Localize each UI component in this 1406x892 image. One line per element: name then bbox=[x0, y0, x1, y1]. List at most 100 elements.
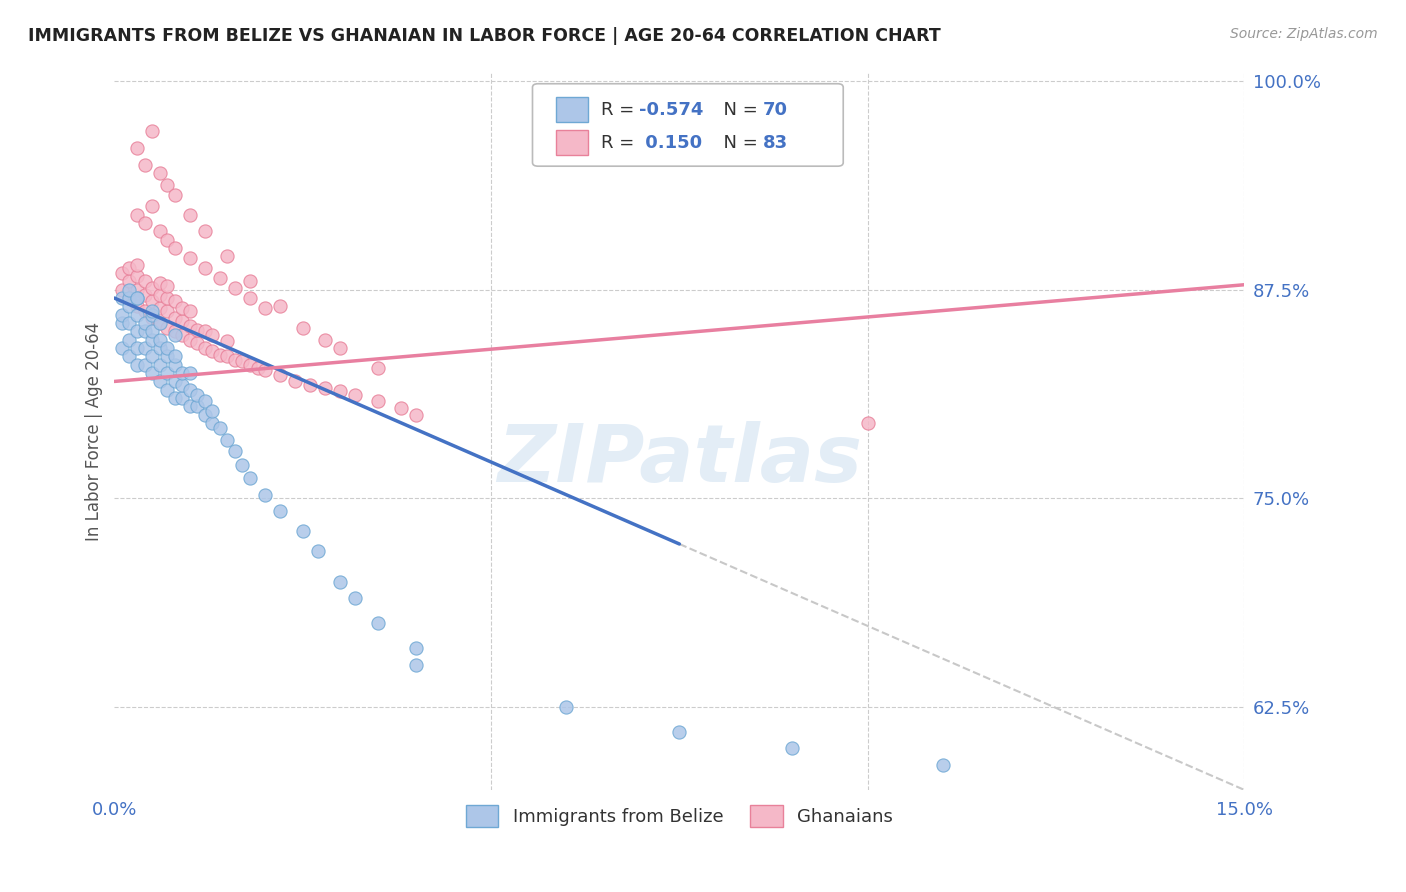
Point bbox=[141, 333, 163, 347]
Point bbox=[156, 321, 179, 335]
Point bbox=[141, 304, 163, 318]
Point bbox=[314, 333, 336, 347]
Point bbox=[172, 377, 194, 392]
Point bbox=[134, 158, 156, 172]
Point bbox=[179, 400, 201, 414]
Point bbox=[163, 391, 186, 405]
Point bbox=[291, 524, 314, 539]
Point bbox=[149, 375, 172, 389]
Point bbox=[149, 316, 172, 330]
Point bbox=[367, 394, 389, 409]
Point bbox=[111, 308, 134, 322]
Point bbox=[201, 344, 224, 359]
Point bbox=[254, 363, 277, 377]
Point bbox=[134, 316, 156, 330]
Point bbox=[405, 408, 427, 422]
Point bbox=[194, 261, 217, 276]
Text: Source: ZipAtlas.com: Source: ZipAtlas.com bbox=[1230, 27, 1378, 41]
Point bbox=[141, 281, 163, 295]
Point bbox=[163, 327, 186, 342]
Point bbox=[194, 224, 217, 238]
Point bbox=[163, 241, 186, 255]
Point bbox=[111, 316, 134, 330]
Point bbox=[125, 325, 148, 339]
Text: -0.574: -0.574 bbox=[638, 101, 703, 119]
Point bbox=[239, 471, 262, 485]
Text: 70: 70 bbox=[763, 101, 787, 119]
Legend: Immigrants from Belize, Ghanaians: Immigrants from Belize, Ghanaians bbox=[458, 798, 900, 835]
Point bbox=[149, 276, 172, 290]
Point bbox=[118, 291, 141, 305]
Text: N =: N = bbox=[713, 101, 763, 119]
Y-axis label: In Labor Force | Age 20-64: In Labor Force | Age 20-64 bbox=[86, 322, 103, 541]
Point bbox=[163, 294, 186, 309]
Point bbox=[118, 333, 141, 347]
Point bbox=[141, 325, 163, 339]
Point bbox=[194, 341, 217, 355]
Point bbox=[367, 616, 389, 631]
Point bbox=[149, 316, 172, 330]
Point bbox=[179, 366, 201, 380]
Point bbox=[125, 269, 148, 284]
Point bbox=[125, 358, 148, 372]
Point bbox=[307, 544, 329, 558]
Point bbox=[208, 271, 231, 285]
Point bbox=[405, 641, 427, 656]
Point bbox=[125, 208, 148, 222]
Point bbox=[156, 233, 179, 247]
Point bbox=[179, 333, 201, 347]
Point bbox=[149, 358, 172, 372]
Point bbox=[172, 366, 194, 380]
Point bbox=[172, 314, 194, 328]
Point bbox=[246, 361, 269, 376]
Point bbox=[208, 421, 231, 435]
Point bbox=[179, 208, 201, 222]
Point bbox=[231, 458, 253, 472]
Point bbox=[179, 383, 201, 397]
Point bbox=[172, 301, 194, 315]
Point bbox=[217, 249, 239, 263]
Point bbox=[172, 327, 194, 342]
Point bbox=[314, 381, 336, 395]
Text: 0.150: 0.150 bbox=[638, 134, 702, 152]
Point bbox=[141, 308, 163, 322]
Point bbox=[125, 291, 148, 305]
Point bbox=[118, 291, 141, 305]
Point bbox=[269, 368, 291, 382]
Point bbox=[163, 358, 186, 372]
Point bbox=[118, 283, 141, 297]
Point bbox=[163, 187, 186, 202]
Point bbox=[141, 311, 163, 326]
Bar bbox=[557, 96, 588, 122]
Point bbox=[186, 400, 208, 414]
Point bbox=[111, 266, 134, 280]
Point bbox=[179, 251, 201, 265]
Point bbox=[125, 258, 148, 272]
Point bbox=[217, 334, 239, 349]
Point bbox=[194, 325, 217, 339]
Text: R =: R = bbox=[602, 101, 640, 119]
Point bbox=[856, 416, 879, 430]
Point bbox=[156, 366, 179, 380]
Point bbox=[149, 301, 172, 315]
Point bbox=[111, 341, 134, 355]
Point bbox=[156, 178, 179, 192]
Point bbox=[141, 294, 163, 309]
Point bbox=[254, 301, 277, 315]
Point bbox=[163, 311, 186, 326]
Point bbox=[125, 141, 148, 155]
Point bbox=[125, 299, 148, 313]
Point bbox=[405, 657, 427, 672]
Point bbox=[111, 283, 134, 297]
Point bbox=[344, 591, 367, 606]
Point bbox=[125, 308, 148, 322]
Point bbox=[156, 350, 179, 364]
Point bbox=[134, 216, 156, 230]
Point bbox=[201, 327, 224, 342]
Point bbox=[389, 401, 412, 416]
Point bbox=[149, 224, 172, 238]
Point bbox=[179, 319, 201, 334]
Point bbox=[134, 274, 156, 288]
Point bbox=[668, 724, 690, 739]
Point bbox=[208, 348, 231, 362]
